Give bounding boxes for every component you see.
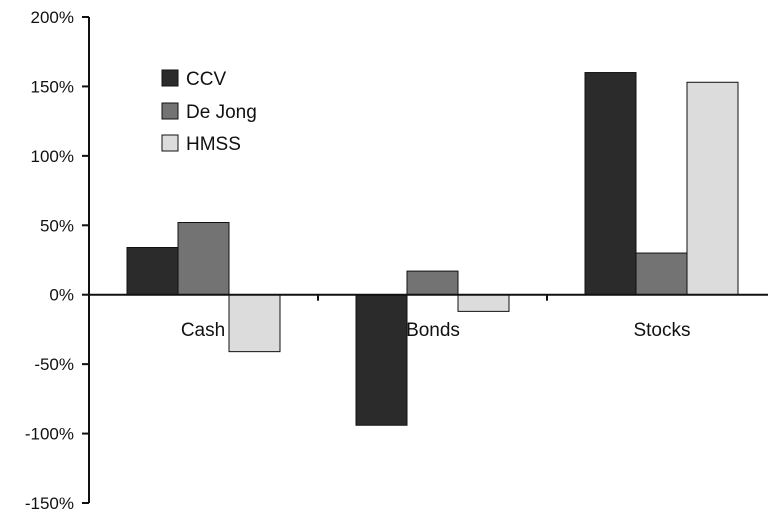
y-tick-label: 0% <box>49 286 74 305</box>
x-axis: Cash Bonds Stocks <box>89 295 768 341</box>
legend-label-de-jong: De Jong <box>186 102 257 123</box>
bar-stocks-hmss <box>687 82 738 294</box>
legend-swatch-ccv <box>162 70 178 86</box>
legend-swatch-de-jong <box>162 103 178 119</box>
y-tick-label: -50% <box>34 355 74 374</box>
legend-label-ccv: CCV <box>186 69 226 90</box>
y-axis: 200% 150% 100% 50% 0% -50% -100% -150% <box>25 8 89 513</box>
legend-label-hmss: HMSS <box>186 134 241 155</box>
bar-bonds-ccv <box>356 295 407 426</box>
bar-stocks-de-jong <box>636 253 687 295</box>
y-tick-label: 100% <box>31 147 74 166</box>
y-tick-label: -150% <box>25 494 74 513</box>
bar-bonds-hmss <box>458 295 509 312</box>
y-tick-label: -100% <box>25 425 74 444</box>
bar-cash-hmss <box>229 295 280 352</box>
y-tick-label: 200% <box>31 8 74 27</box>
bar-bonds-de-jong <box>407 271 458 295</box>
bar-cash-de-jong <box>178 223 229 295</box>
y-tick-label: 50% <box>40 216 74 235</box>
category-label-stocks: Stocks <box>633 320 690 341</box>
bar-stocks-ccv <box>585 73 636 295</box>
y-tick-label: 150% <box>31 77 74 96</box>
bar-cash-ccv <box>127 248 178 295</box>
category-label-bonds: Bonds <box>406 320 460 341</box>
legend: CCV De Jong HMSS <box>155 60 279 156</box>
legend-swatch-hmss <box>162 135 178 151</box>
category-label-cash: Cash <box>181 320 225 341</box>
